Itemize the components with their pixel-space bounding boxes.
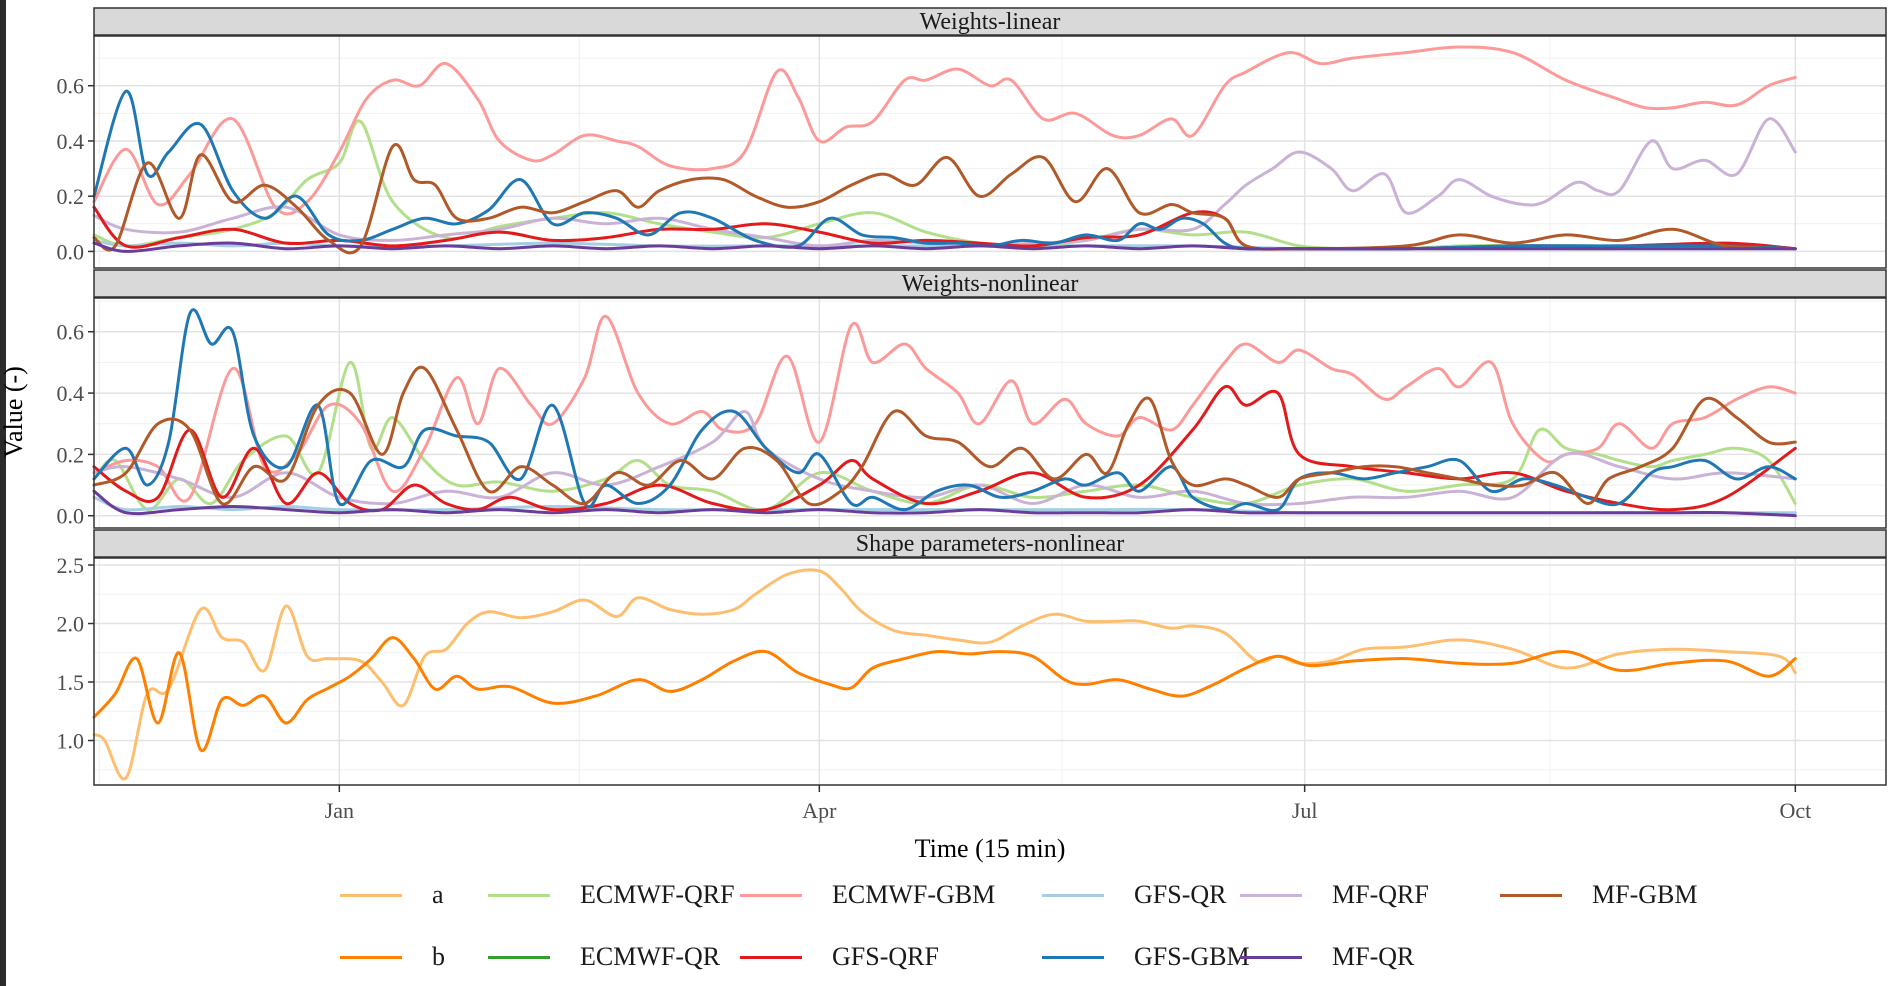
series-line-mf-gbm bbox=[92, 365, 1797, 507]
x-tick-label: Oct bbox=[1779, 798, 1811, 823]
legend-key bbox=[1500, 893, 1562, 897]
panel-background bbox=[94, 558, 1886, 785]
legend-label: GFS-GBM bbox=[1134, 942, 1250, 971]
y-tick-label: 0.6 bbox=[57, 320, 85, 345]
y-tick-label: 0.0 bbox=[57, 239, 85, 264]
panel-border bbox=[93, 557, 1887, 786]
legend-item-mf-qr: MF-QR bbox=[1240, 942, 1414, 972]
series-line-gfs-gbm bbox=[92, 308, 1797, 513]
series-line-a bbox=[92, 568, 1797, 781]
legend-key bbox=[340, 955, 402, 959]
series-group bbox=[92, 45, 1797, 255]
legend-item-ecmwf-gbm: ECMWF-GBM bbox=[740, 880, 995, 910]
legend-label: GFS-QRF bbox=[832, 942, 939, 971]
y-tick-label: 0.4 bbox=[57, 381, 85, 406]
series-line-ecmwf-gbm bbox=[92, 45, 1797, 216]
legend-key bbox=[1240, 893, 1302, 897]
legend-item-gfs-gbm: GFS-GBM bbox=[1042, 942, 1250, 972]
legend-key bbox=[1042, 955, 1104, 959]
legend-key bbox=[740, 893, 802, 897]
legend: a ECMWF-QRF ECMWF-GBM GFS-QR MF-QRF MF-GBM b EC… bbox=[340, 880, 1760, 980]
legend-label: MF-GBM bbox=[1592, 880, 1698, 909]
y-tick-label: 0.0 bbox=[57, 504, 85, 529]
legend-item-gfs-qr: GFS-QR bbox=[1042, 880, 1226, 910]
facet-strip bbox=[93, 7, 1887, 36]
legend-item-mf-qrf: MF-QRF bbox=[1240, 880, 1429, 910]
y-tick-label: 2.0 bbox=[57, 612, 85, 637]
y-axis-label: Value (-) bbox=[0, 366, 28, 458]
y-tick-label: 0.4 bbox=[57, 129, 85, 154]
legend-label: MF-QR bbox=[1332, 942, 1415, 971]
y-tick-label: 2.5 bbox=[57, 553, 85, 578]
facet-title: Shape parameters-nonlinear bbox=[856, 531, 1125, 557]
y-tick-label: 0.2 bbox=[57, 442, 85, 467]
x-axis: Jan Apr Jul Oct bbox=[325, 785, 1811, 823]
legend-key bbox=[340, 893, 402, 897]
y-tick-label: 1.5 bbox=[57, 670, 85, 695]
series-line-mf-qr bbox=[92, 489, 1797, 518]
facets-layer: Weights-linear0.00.20.40.6Weights-nonlin… bbox=[57, 7, 1887, 786]
legend-item-ecmwf-qrf: ECMWF-QRF bbox=[488, 880, 735, 910]
series-line-gfs-qrf bbox=[92, 384, 1797, 513]
legend-label: b bbox=[432, 942, 445, 971]
legend-item-ecmwf-qr: ECMWF-QR bbox=[488, 942, 720, 972]
legend-label: a bbox=[432, 880, 444, 909]
y-tick-label: 0.2 bbox=[57, 184, 85, 209]
facet-3: Shape parameters-nonlinear 1.0 1.5 2.0 2.5 bbox=[57, 529, 1887, 786]
facet-strip bbox=[93, 529, 1887, 558]
facet-title: Weights-linear bbox=[920, 9, 1061, 35]
legend-key bbox=[1042, 893, 1104, 897]
x-tick-label: Jan bbox=[325, 798, 354, 823]
legend-key bbox=[740, 955, 802, 959]
legend-item-mf-gbm: MF-GBM bbox=[1500, 880, 1697, 910]
series-line-mf-qr bbox=[92, 241, 1797, 253]
legend-item-a: a bbox=[340, 880, 444, 910]
legend-label: GFS-QR bbox=[1134, 880, 1227, 909]
series-line-b bbox=[92, 636, 1797, 752]
legend-label: ECMWF-QRF bbox=[580, 880, 735, 909]
legend-label: ECMWF-GBM bbox=[832, 880, 996, 909]
x-tick-label: Apr bbox=[802, 798, 837, 823]
x-tick-label: Jul bbox=[1292, 798, 1318, 823]
legend-item-b: b bbox=[340, 942, 445, 972]
series-line-ecmwf-gbm bbox=[92, 314, 1797, 503]
facet-1: Weights-linear 0.0 0.2 0.4 0.6 bbox=[57, 7, 1887, 269]
panel-border bbox=[93, 297, 1887, 529]
facet-strip bbox=[93, 269, 1887, 298]
legend-key bbox=[488, 955, 550, 959]
facet-title: Weights-nonlinear bbox=[902, 271, 1079, 297]
legend-key bbox=[1240, 955, 1302, 959]
y-tick-label: 0.6 bbox=[57, 74, 85, 99]
window-left-edge bbox=[0, 0, 6, 986]
legend-item-gfs-qrf: GFS-QRF bbox=[740, 942, 939, 972]
legend-label: MF-QRF bbox=[1332, 880, 1429, 909]
legend-label: ECMWF-QR bbox=[580, 942, 721, 971]
panel-background bbox=[94, 36, 1886, 268]
series-group bbox=[92, 568, 1797, 781]
y-tick-label: 1.0 bbox=[57, 729, 85, 754]
panel-border bbox=[93, 35, 1887, 269]
legend-key bbox=[488, 893, 550, 897]
series-group bbox=[92, 308, 1797, 518]
x-axis-label: Time (15 min) bbox=[915, 834, 1066, 863]
facet-2: Weights-nonlinear 0.0 0.2 0.4 0.6 bbox=[57, 269, 1887, 529]
